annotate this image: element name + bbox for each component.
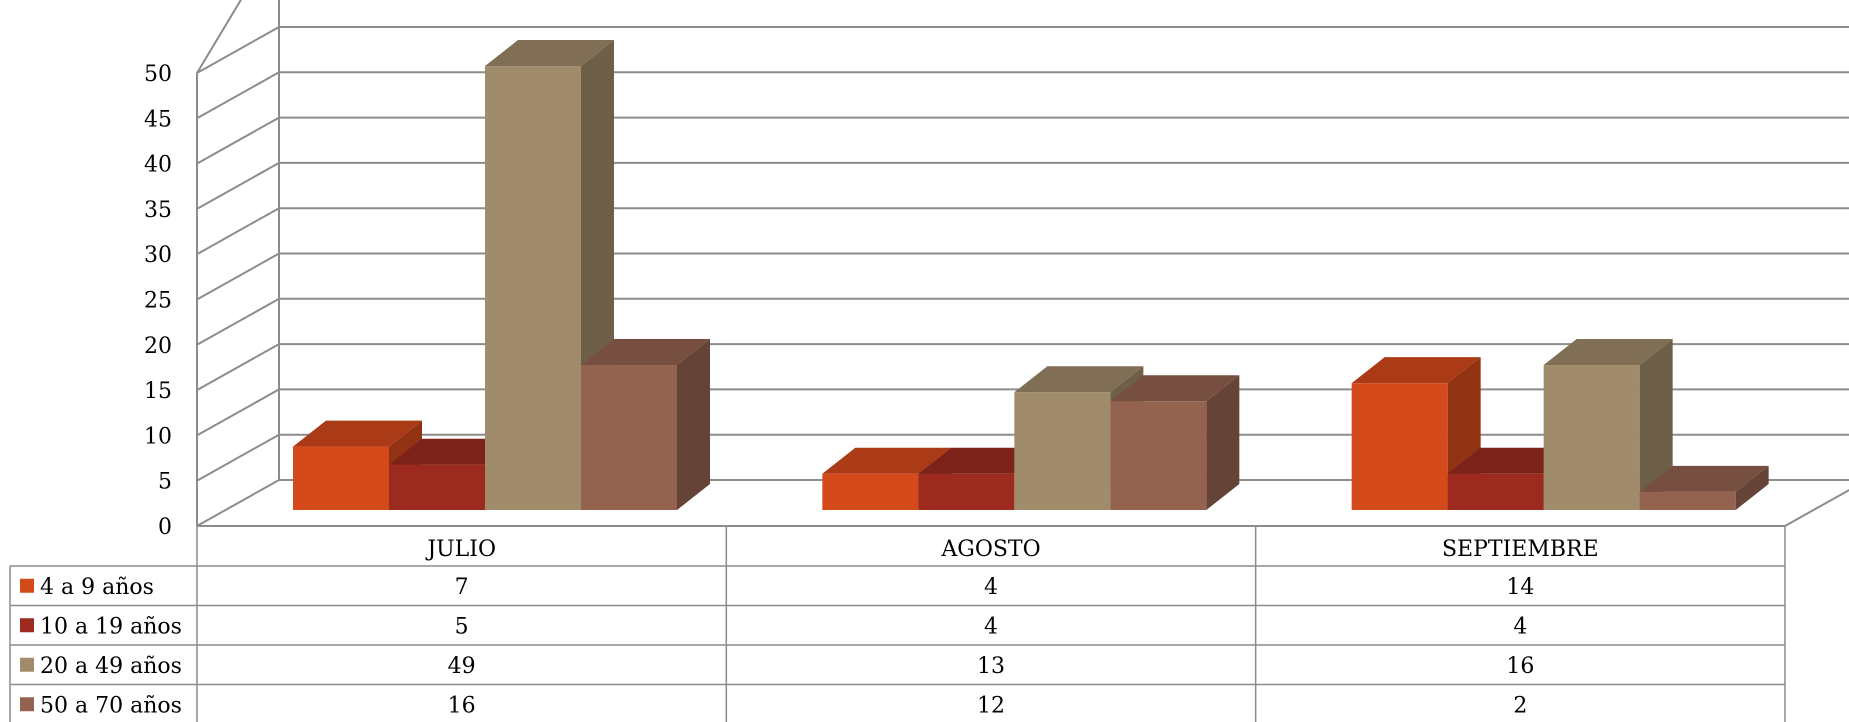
bar-front [485, 66, 581, 510]
legend-swatch [20, 657, 34, 672]
legend-swatch [20, 697, 34, 712]
bar-top [822, 447, 952, 474]
bar-front [1351, 383, 1448, 510]
gridline [196, 252, 1849, 301]
legend-label: 20 a 49 años [40, 654, 182, 679]
data-label: 16 [1506, 654, 1534, 679]
y-tick-label: 15 [144, 379, 172, 404]
data-label: 49 [448, 654, 476, 679]
data-label: 7 [455, 575, 469, 600]
gridline [196, 116, 1849, 165]
y-axis-ticks: 0 5 10 15 20 25 30 35 40 45 50 [144, 62, 172, 540]
data-label: 13 [977, 654, 1005, 679]
gridline [196, 71, 1849, 120]
gridlines [196, 26, 1849, 527]
bar-side [677, 339, 710, 510]
y-tick-label: 25 [144, 289, 172, 314]
bar [1110, 375, 1240, 510]
bar-front [389, 464, 485, 510]
legend-label: 50 a 70 años [40, 693, 182, 718]
gridline [196, 388, 1849, 437]
bar-front [822, 473, 919, 510]
bar-top [1639, 465, 1769, 492]
bar [581, 339, 710, 510]
x-tick-label: JULIO [425, 537, 496, 562]
bar-side [1639, 339, 1673, 510]
bar-front [1014, 392, 1111, 510]
gridline [196, 297, 1849, 346]
data-label: 16 [448, 693, 476, 718]
bar-top [1110, 375, 1240, 402]
bar-top [581, 339, 710, 366]
y-tick-label: 10 [144, 424, 172, 449]
y-tick-label: 45 [144, 107, 172, 132]
gridline [196, 479, 1849, 527]
y-tick-label: 35 [144, 198, 172, 223]
bar-top [1351, 357, 1481, 384]
y-tick-label: 30 [144, 243, 172, 268]
data-label: 4 [1513, 614, 1527, 639]
y-tick-label: 0 [158, 515, 172, 540]
bar-side [1206, 375, 1240, 510]
bar-front [1447, 473, 1544, 510]
data-label: 14 [1506, 575, 1534, 600]
data-label: 2 [1513, 693, 1527, 718]
bar-top [1543, 339, 1673, 366]
bar-front [1110, 401, 1207, 510]
bar-top [485, 40, 614, 67]
legend-label: 4 a 9 años [40, 575, 154, 600]
y-tick-label: 20 [144, 334, 172, 359]
data-label: 5 [455, 614, 469, 639]
gridline [196, 161, 1849, 210]
bar [1543, 339, 1673, 510]
data-label: 4 [984, 614, 998, 639]
y-tick-label: 40 [144, 153, 172, 178]
bar-front [1639, 491, 1736, 510]
bar [1639, 465, 1769, 510]
bar-top [293, 420, 422, 447]
bar-front [293, 446, 389, 510]
x-tick-label: AGOSTO [940, 537, 1040, 562]
bar-front [918, 473, 1015, 510]
bar-top [1014, 366, 1144, 393]
bar-front [1543, 365, 1640, 510]
legend-swatch [20, 578, 34, 593]
data-table: JULIO AGOSTO SEPTIEMBRE 4 a 9 años 7 4 14 10 a … [9, 526, 1786, 722]
legend-label: 10 a 19 años [40, 614, 182, 639]
data-label: 12 [977, 693, 1005, 718]
data-label: 4 [984, 575, 998, 600]
gridline [196, 433, 1849, 482]
x-tick-label: SEPTIEMBRE [1442, 537, 1599, 562]
bar [822, 447, 952, 510]
legend-swatch [20, 618, 34, 633]
bars [293, 40, 1769, 511]
y-tick-label: 5 [158, 470, 172, 495]
gridline [196, 343, 1849, 391]
gridline [196, 207, 1849, 256]
bar-side [1735, 465, 1769, 510]
gridline [196, 26, 1849, 74]
y-tick-label: 50 [144, 62, 172, 87]
bar-front [581, 365, 677, 510]
